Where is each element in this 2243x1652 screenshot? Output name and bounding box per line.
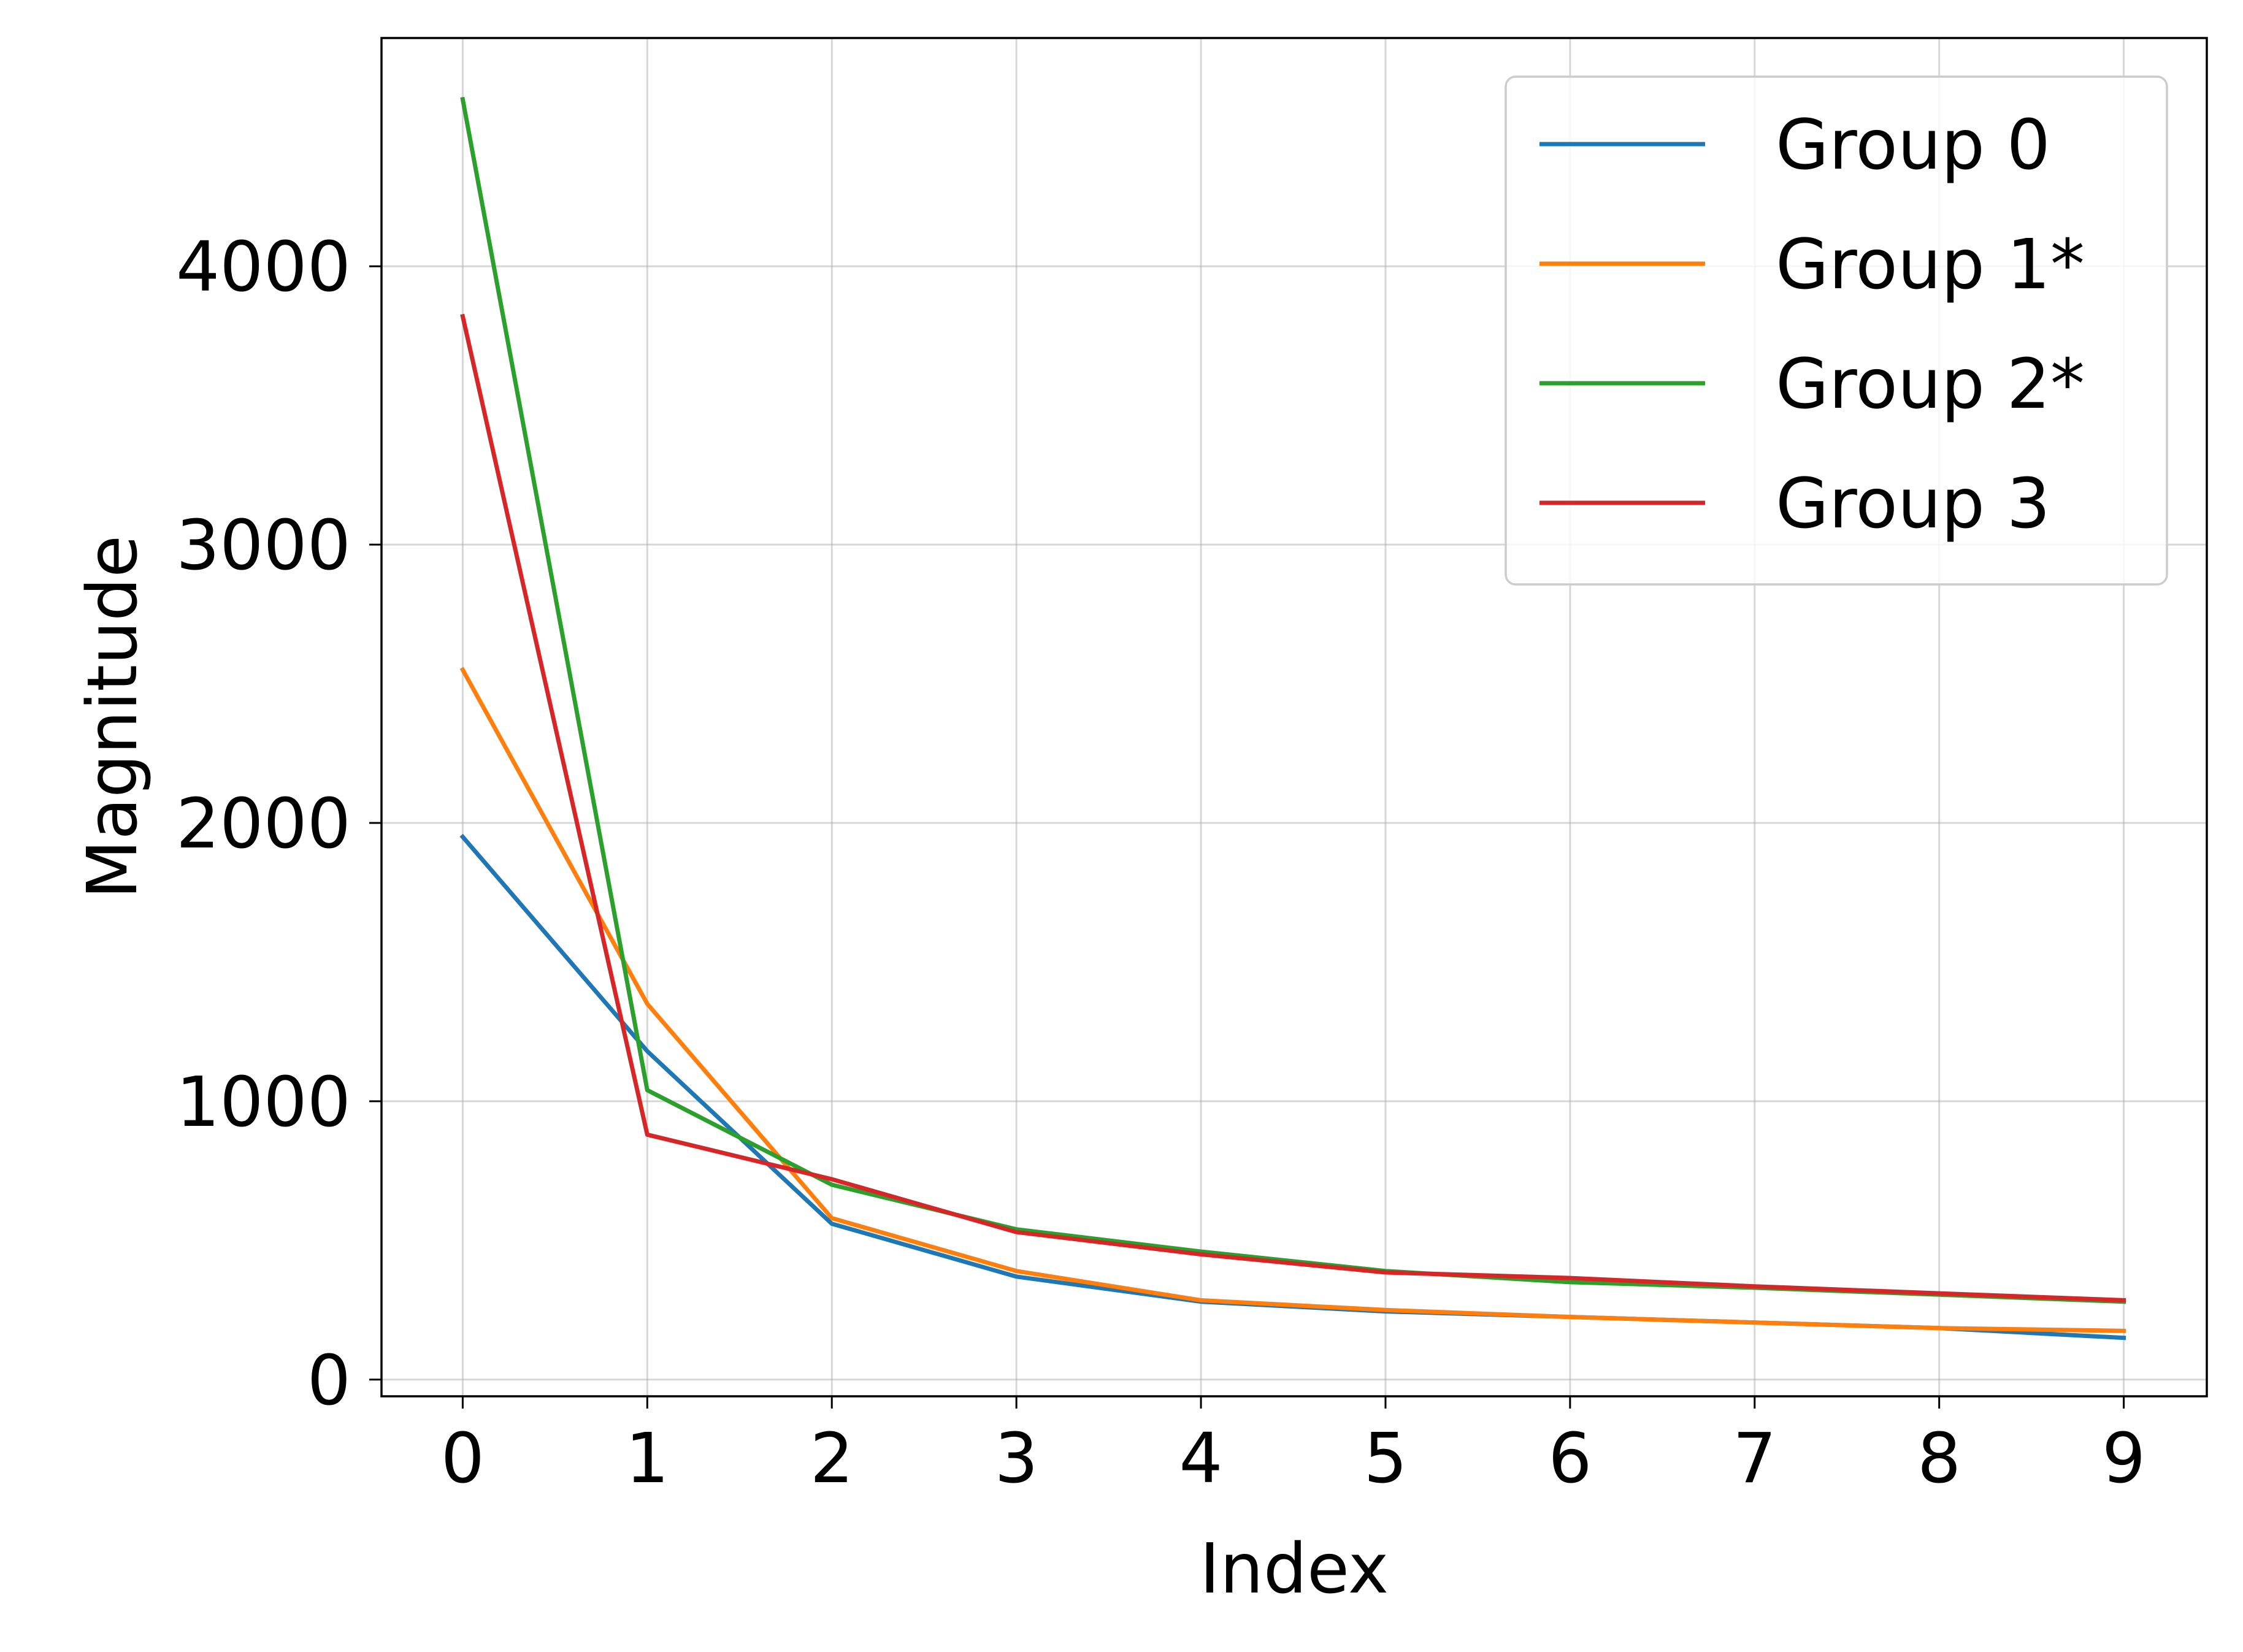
y-tick-label: 3000 (176, 506, 351, 586)
x-tick-label: 2 (810, 1419, 854, 1499)
series-line-3 (460, 313, 2126, 1303)
legend-label: Group 3 (1776, 464, 2050, 544)
x-tick-label: 5 (1363, 1419, 1407, 1499)
series-lines (459, 96, 2126, 1340)
x-tick-label: 4 (1179, 1419, 1222, 1499)
x-tick-label: 7 (1733, 1419, 1776, 1499)
x-tick-label: 9 (2102, 1419, 2145, 1499)
y-axis-title: Magnitude (73, 535, 153, 899)
y-tick-label: 0 (307, 1341, 351, 1421)
plot-frame (380, 37, 2208, 1398)
y-tick-label: 1000 (176, 1063, 351, 1142)
axis-ticks: 0 1 2 3 4 5 6 7 8 9 0 1000 2000 3000 4000 (176, 228, 2145, 1499)
legend-box (1505, 75, 2168, 586)
legend-label: Group 1* (1776, 225, 2085, 305)
x-tick-label: 1 (626, 1419, 669, 1499)
x-tick-label: 8 (1917, 1419, 1961, 1499)
x-axis-title: Index (1200, 1529, 1389, 1609)
legend: Group 0 Group 1* Group 2* Group 3 (1505, 75, 2168, 586)
x-tick-label: 6 (1548, 1419, 1592, 1499)
series-line-1 (459, 667, 2126, 1333)
x-tick-label: 0 (441, 1419, 485, 1499)
y-tick-label: 2000 (176, 784, 351, 864)
y-tick-label: 4000 (176, 228, 351, 307)
legend-label: Group 0 (1776, 105, 2050, 185)
x-tick-label: 3 (994, 1419, 1038, 1499)
legend-label: Group 2* (1776, 345, 2085, 424)
